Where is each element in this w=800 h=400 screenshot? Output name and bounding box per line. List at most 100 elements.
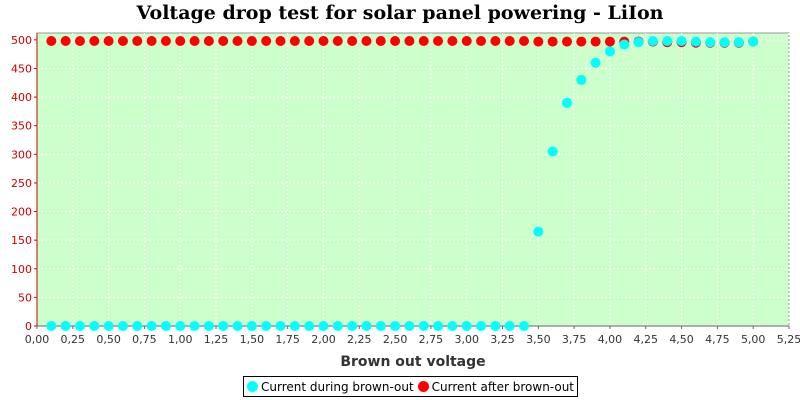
data-point-after-brown-out <box>289 36 300 47</box>
legend-swatch <box>417 381 429 392</box>
x-tick-label: 1,50 <box>240 333 265 346</box>
data-point-during-brown-out <box>318 321 329 331</box>
x-tick-label: 2,00 <box>311 333 336 346</box>
data-point-during-brown-out <box>433 321 444 331</box>
data-point-during-brown-out <box>189 321 200 331</box>
data-point-after-brown-out <box>361 36 372 47</box>
data-point-after-brown-out <box>318 36 329 47</box>
x-tick-label: 5,25 <box>777 333 800 346</box>
data-point-after-brown-out <box>117 36 128 47</box>
x-tick-label: 1,75 <box>275 333 300 346</box>
x-tick-label: 4,50 <box>669 333 694 346</box>
y-tick-label: 300 <box>11 148 32 161</box>
data-point-after-brown-out <box>74 36 85 47</box>
data-point-during-brown-out <box>504 321 515 331</box>
data-point-after-brown-out <box>275 36 286 47</box>
data-point-during-brown-out <box>519 321 530 331</box>
legend-swatch <box>247 381 258 392</box>
x-axis-title: Brown out voltage <box>340 354 485 370</box>
data-point-after-brown-out <box>203 36 214 47</box>
data-point-during-brown-out <box>347 321 358 331</box>
data-point-during-brown-out <box>705 37 716 48</box>
data-point-after-brown-out <box>60 36 71 47</box>
data-point-during-brown-out <box>619 39 630 50</box>
data-point-after-brown-out <box>132 36 143 47</box>
data-point-after-brown-out <box>590 36 601 47</box>
data-point-after-brown-out <box>490 36 501 47</box>
data-point-after-brown-out <box>218 36 229 47</box>
data-point-during-brown-out <box>361 321 372 331</box>
data-point-after-brown-out <box>504 36 515 47</box>
data-point-after-brown-out <box>332 36 343 47</box>
data-point-during-brown-out <box>232 321 243 331</box>
data-point-during-brown-out <box>748 36 759 47</box>
x-tick-label: 3,50 <box>526 333 551 346</box>
x-tick-label: 3,25 <box>490 333 515 346</box>
data-point-after-brown-out <box>561 36 572 47</box>
y-tick-label: 450 <box>11 62 32 75</box>
data-point-after-brown-out <box>604 36 615 47</box>
data-point-during-brown-out <box>218 321 229 331</box>
chart-legend: Current during brown-out Current after br… <box>243 376 579 397</box>
x-tick-label: 2,75 <box>419 333 444 346</box>
chart-title: Voltage drop test for solar panel poweri… <box>136 2 664 24</box>
x-tick-label: 0,50 <box>96 333 121 346</box>
data-point-during-brown-out <box>576 74 587 85</box>
y-tick-label: 350 <box>11 120 32 133</box>
data-point-after-brown-out <box>232 36 243 47</box>
data-point-after-brown-out <box>375 36 386 47</box>
y-tick-label: 250 <box>11 177 32 190</box>
data-point-during-brown-out <box>261 321 272 331</box>
data-point-after-brown-out <box>461 36 472 47</box>
x-tick-label: 4,25 <box>634 333 659 346</box>
data-point-during-brown-out <box>690 36 701 47</box>
y-tick-label: 50 <box>18 291 32 304</box>
x-tick-label: 4,75 <box>705 333 730 346</box>
x-tick-label: 2,50 <box>383 333 408 346</box>
x-tick-label: 2,25 <box>347 333 372 346</box>
data-point-after-brown-out <box>447 36 458 47</box>
data-point-during-brown-out <box>590 57 601 68</box>
x-tick-label: 0,75 <box>132 333 157 346</box>
data-point-during-brown-out <box>203 321 214 331</box>
data-point-during-brown-out <box>332 321 343 331</box>
data-point-after-brown-out <box>89 36 100 47</box>
legend-label: Current after brown-out <box>431 379 575 394</box>
data-point-during-brown-out <box>404 321 415 331</box>
data-point-after-brown-out <box>103 36 114 47</box>
data-point-during-brown-out <box>304 321 315 331</box>
data-point-after-brown-out <box>576 36 587 47</box>
data-point-during-brown-out <box>275 321 286 331</box>
data-point-during-brown-out <box>418 321 429 331</box>
data-point-during-brown-out <box>289 321 300 331</box>
data-point-after-brown-out <box>160 36 171 47</box>
data-point-during-brown-out <box>461 321 472 331</box>
data-point-during-brown-out <box>533 226 544 237</box>
x-tick-label: 3,00 <box>454 333 479 346</box>
y-tick-label: 150 <box>11 234 32 247</box>
x-tick-label: 1,25 <box>204 333 229 346</box>
data-point-during-brown-out <box>160 321 171 331</box>
data-point-after-brown-out <box>418 36 429 47</box>
x-tick-label: 5,00 <box>741 333 766 346</box>
data-point-after-brown-out <box>433 36 444 47</box>
legend-label: Current during brown-out <box>261 379 414 394</box>
y-tick-label: 0 <box>25 320 32 333</box>
y-tick-label: 200 <box>11 206 32 219</box>
data-point-during-brown-out <box>662 36 673 47</box>
data-point-after-brown-out <box>404 36 415 47</box>
data-point-during-brown-out <box>246 321 257 331</box>
data-point-during-brown-out <box>132 321 143 331</box>
data-point-after-brown-out <box>476 36 487 47</box>
y-tick-label: 500 <box>11 34 32 47</box>
data-point-after-brown-out <box>533 36 544 47</box>
data-point-during-brown-out <box>375 321 386 331</box>
data-point-after-brown-out <box>390 36 401 47</box>
y-tick-label: 400 <box>11 91 32 104</box>
data-point-during-brown-out <box>74 321 85 331</box>
data-point-after-brown-out <box>547 36 558 47</box>
data-point-during-brown-out <box>604 46 615 57</box>
data-point-during-brown-out <box>60 321 71 331</box>
legend-item: Current after brown-out <box>417 379 575 394</box>
x-tick-label: 0,00 <box>25 333 50 346</box>
